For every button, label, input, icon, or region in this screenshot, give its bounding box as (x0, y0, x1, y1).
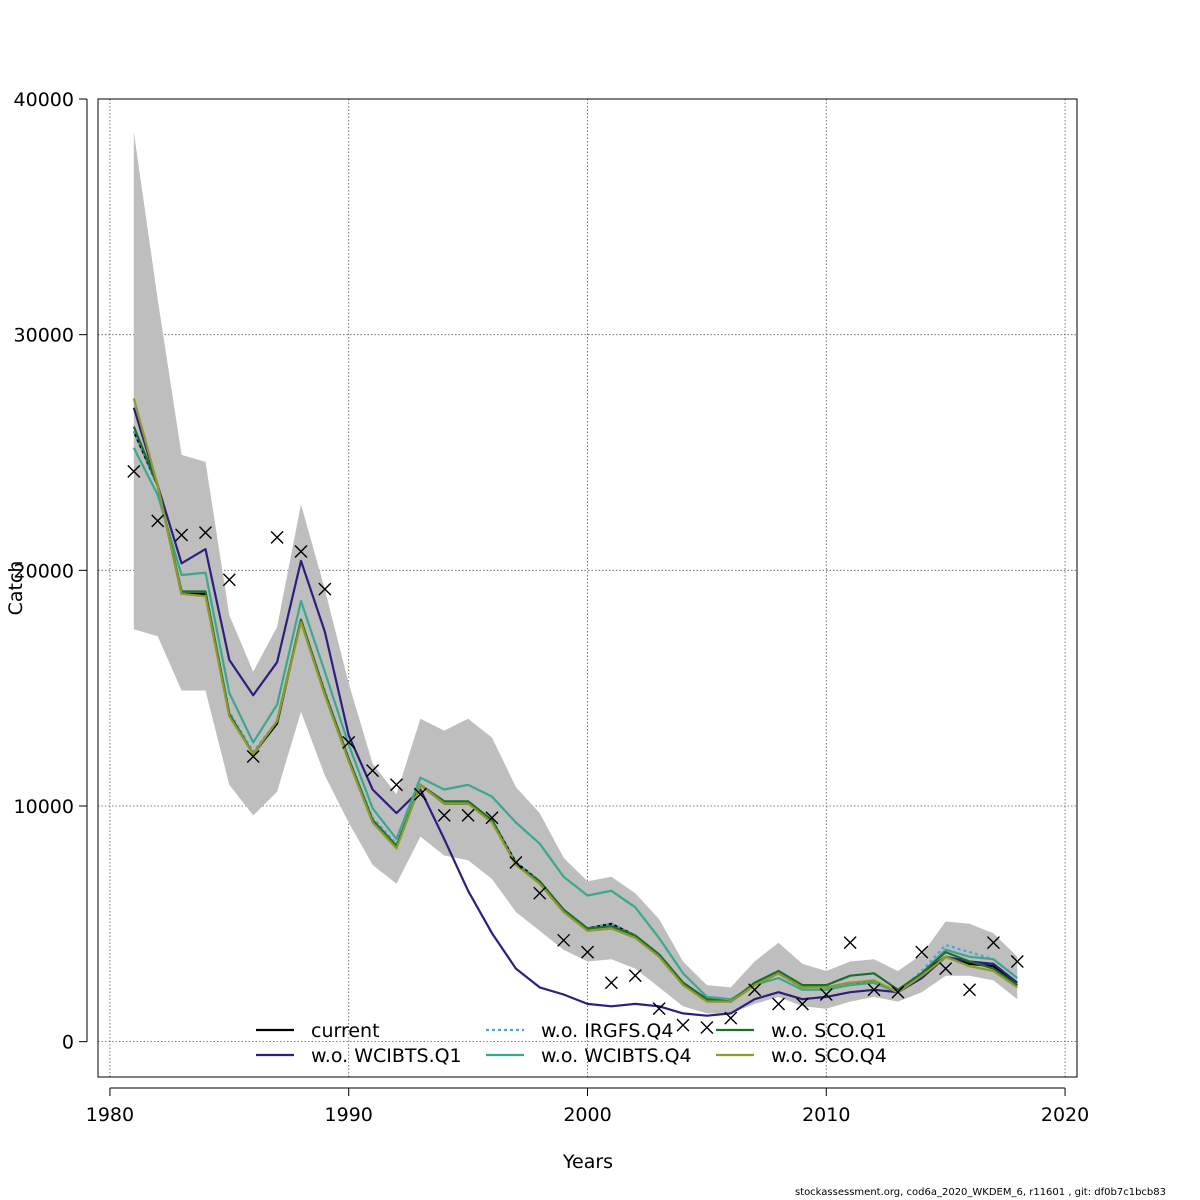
x-tick-label-3: 2010 (802, 1104, 850, 1126)
legend-label-0: current (311, 1020, 380, 1042)
observation-marker-35 (963, 983, 977, 997)
x-tick-label-0: 1980 (86, 1104, 134, 1126)
observation-marker-13 (437, 808, 451, 822)
series-line-3 (132, 447, 1018, 1001)
observation-marker-16 (509, 856, 523, 870)
observation-marker-6 (270, 530, 284, 544)
observation-marker-10 (366, 764, 380, 778)
observation-markers (127, 464, 1024, 1035)
observation-marker-29 (819, 988, 833, 1002)
confidence-band-area (133, 132, 1018, 1014)
y-tick-label-2: 20000 (14, 560, 74, 582)
series-lines (132, 398, 1018, 1017)
observation-marker-11 (389, 778, 403, 792)
x-axis-title: Years (562, 1151, 613, 1173)
x-tick-label-2: 2000 (563, 1104, 611, 1126)
legend-label-4: w.o. SCO.Q1 (771, 1020, 887, 1042)
observation-marker-23 (676, 1018, 690, 1032)
observation-marker-3 (198, 526, 212, 540)
observation-marker-1 (151, 514, 165, 528)
axes: 1980 1990 2000 2010 2020 0 10000 20000 30000 4000… (14, 89, 1090, 1126)
observation-marker-33 (915, 945, 929, 959)
observation-marker-28 (795, 997, 809, 1011)
observation-marker-31 (867, 983, 881, 997)
series-line-1 (132, 407, 1018, 1017)
footer-credit: stockassessment.org, cod6a_2020_WKDEM_6,… (794, 1187, 1166, 1198)
observation-marker-25 (724, 1011, 738, 1025)
y-tick-label-1: 10000 (14, 796, 74, 818)
observation-marker-26 (748, 983, 762, 997)
y-tick-label-4: 40000 (14, 89, 74, 111)
observation-marker-4 (222, 573, 236, 587)
observation-marker-34 (939, 962, 953, 976)
observation-marker-2 (175, 528, 189, 542)
legend-label-3: w.o. WCIBTS.Q4 (541, 1045, 692, 1067)
observation-marker-7 (294, 544, 308, 558)
plot-frame (97, 98, 1078, 1078)
observation-marker-15 (485, 811, 499, 825)
observation-marker-30 (843, 936, 857, 950)
observation-marker-18 (557, 933, 571, 947)
y-tick-label-0: 0 (62, 1032, 74, 1054)
y-tick-label-3: 30000 (14, 325, 74, 347)
observation-marker-0 (127, 464, 141, 478)
observation-marker-37 (1010, 955, 1024, 969)
x-tick-label-1: 1990 (325, 1104, 373, 1126)
confidence-band (133, 132, 1018, 1014)
legend-label-5: w.o. SCO.Q4 (771, 1045, 887, 1067)
legend-label-1: w.o. WCIBTS.Q1 (311, 1045, 462, 1067)
observation-marker-21 (628, 969, 642, 983)
legend: current w.o. WCIBTS.Q1 w.o. IRGFS.Q4 w.o. W… (256, 1020, 887, 1067)
observation-marker-14 (461, 808, 475, 822)
observation-marker-32 (891, 985, 905, 999)
y-axis-title: Catch (5, 561, 27, 616)
observation-marker-36 (986, 936, 1000, 950)
observation-marker-24 (700, 1021, 714, 1035)
observation-marker-22 (652, 1002, 666, 1016)
observation-marker-20 (604, 976, 618, 990)
observation-marker-17 (533, 886, 547, 900)
series-line-5 (132, 398, 1018, 1003)
observation-marker-27 (772, 997, 786, 1011)
observation-marker-8 (318, 582, 332, 596)
observation-marker-5 (246, 750, 260, 763)
observation-marker-9 (342, 735, 356, 749)
legend-label-2: w.o. IRGFS.Q4 (541, 1020, 673, 1042)
observation-marker-19 (581, 945, 594, 959)
x-tick-label-4: 2020 (1041, 1104, 1089, 1126)
observation-marker-12 (413, 787, 427, 801)
